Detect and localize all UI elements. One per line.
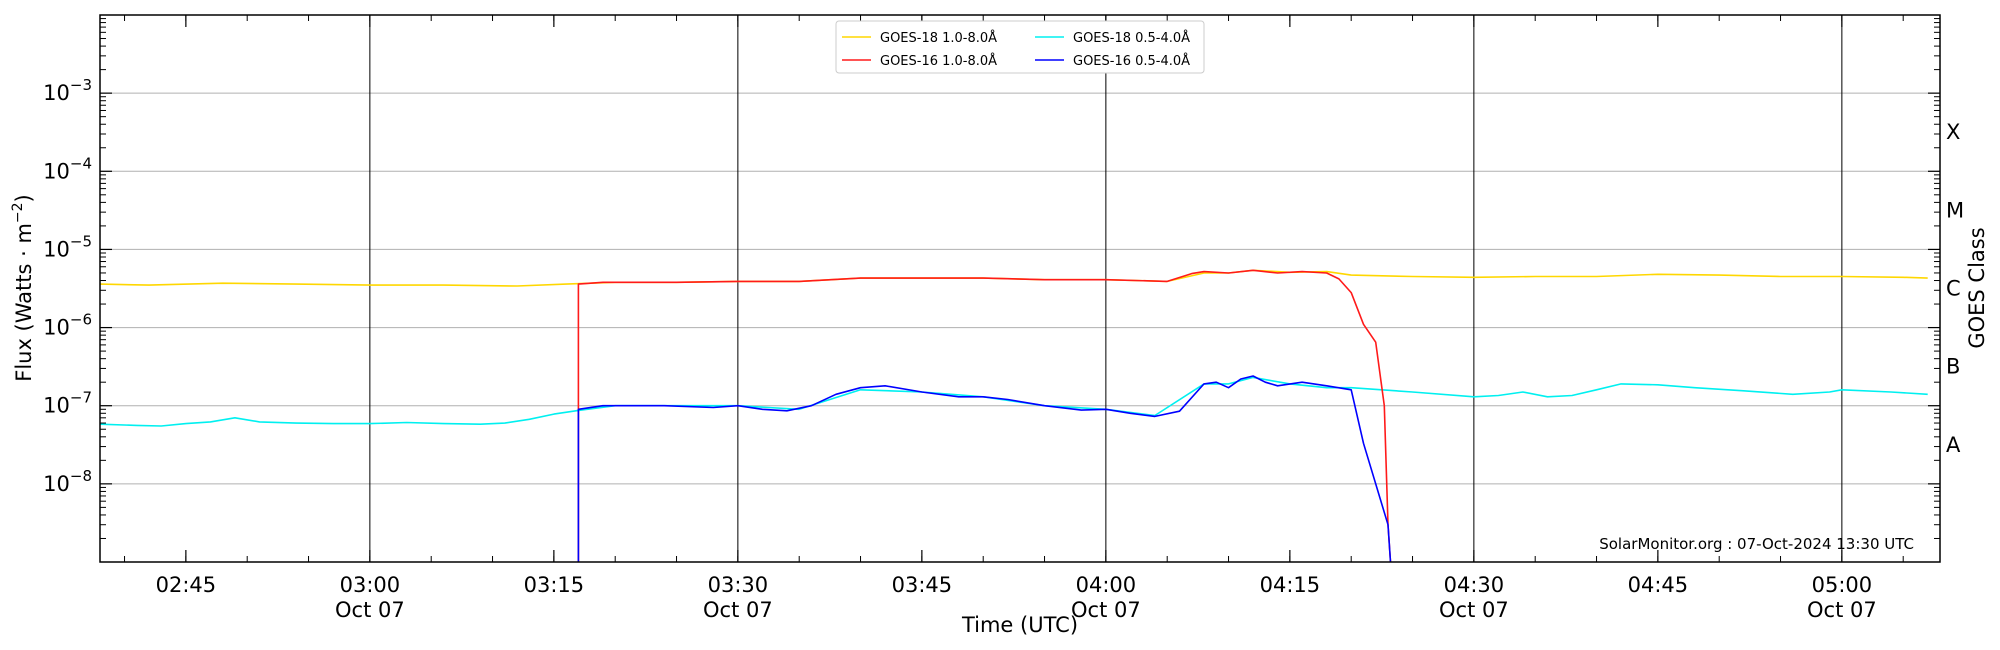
x-tick-label: 04:15 (1260, 573, 1321, 597)
y-tick-mantissa: 10 (43, 81, 70, 105)
goes-class-axis-label: GOES Class (1965, 227, 1989, 348)
grid-layer (100, 92, 1940, 485)
goes-class-label: M (1946, 198, 1964, 222)
x-tick-date-label: Oct 07 (1439, 598, 1509, 622)
y-tick-label: 10−3 (43, 76, 92, 105)
x-tick-label: 02:45 (156, 573, 217, 597)
y-tick-label: 10−7 (43, 389, 92, 418)
x-tick-date-label: Oct 07 (335, 598, 405, 622)
legend-label-goes18-long: GOES-18 1.0-8.0Å (880, 30, 997, 46)
goes-class-label: B (1946, 355, 1960, 379)
y-axis-label: Flux (Watts · m−2) (10, 194, 36, 382)
y-tick-mantissa: 10 (43, 316, 70, 340)
legend-label-goes18-short: GOES-18 0.5-4.0Å (1073, 30, 1190, 46)
credit-text: SolarMonitor.org : 07-Oct-2024 13:30 UTC (1599, 535, 1914, 553)
y-tick-exponent: −5 (70, 232, 92, 250)
legend: GOES-18 1.0-8.0Å GOES-16 1.0-8.0Å GOES-1… (835, 20, 1205, 74)
y-tick-mantissa: 10 (43, 472, 70, 496)
y-tick-label: 10−5 (43, 232, 92, 261)
legend-label-goes16-short: GOES-16 0.5-4.0Å (1073, 53, 1190, 69)
x-tick-label: 04:00 (1076, 573, 1137, 597)
goes-class-label: C (1946, 277, 1961, 301)
series-layer (99, 269, 1928, 563)
legend-label-goes16-long: GOES-16 1.0-8.0Å (880, 53, 997, 69)
y-tick-label: 10−4 (43, 154, 92, 183)
x-tick-label: 03:00 (340, 573, 401, 597)
y-tick-exponent: −3 (70, 76, 92, 94)
x-tick-date-label: Oct 07 (1071, 598, 1141, 622)
legend-frame (835, 20, 1205, 74)
y-tick-exponent: −7 (70, 389, 92, 407)
x-tick-label: 03:15 (524, 573, 585, 597)
y-tick-mantissa: 10 (43, 159, 70, 183)
x-tick-label: 03:30 (708, 573, 769, 597)
x-tick-label: 04:45 (1628, 573, 1689, 597)
y-tick-mantissa: 10 (43, 394, 70, 418)
y-tick-label: 10−8 (43, 467, 92, 496)
y-tick-label: 10−6 (43, 311, 92, 340)
y-tick-exponent: −8 (70, 467, 92, 485)
series-line-3 (577, 375, 1392, 563)
y-tick-exponent: −4 (70, 154, 92, 172)
y-axis-label-close: ) (12, 194, 36, 202)
plot-frame (99, 14, 1941, 563)
tick-layer (100, 15, 1940, 562)
y-tick-exponent: −6 (70, 311, 92, 329)
y-axis-label-exponent: −2 (10, 202, 26, 223)
y-axis-label-text: Flux (Watts · m (12, 223, 36, 382)
x-tick-label: 04:30 (1444, 573, 1505, 597)
y-tick-label-layer: 10−810−710−610−510−410−3 (43, 76, 92, 496)
goes-class-label: A (1946, 433, 1961, 457)
goes-class-label-layer: A B C M X (1946, 120, 1964, 457)
x-tick-date-label: Oct 07 (1807, 598, 1877, 622)
vertical-marker-layer (369, 15, 1843, 562)
y-tick-mantissa: 10 (43, 237, 70, 261)
x-tick-label: 05:00 (1812, 573, 1873, 597)
goes-class-label: X (1946, 120, 1960, 144)
x-tick-date-label: Oct 07 (703, 598, 773, 622)
x-tick-label: 03:45 (892, 573, 953, 597)
x-axis-label: Time (UTC) (961, 613, 1078, 637)
series-line-2 (577, 269, 1392, 563)
